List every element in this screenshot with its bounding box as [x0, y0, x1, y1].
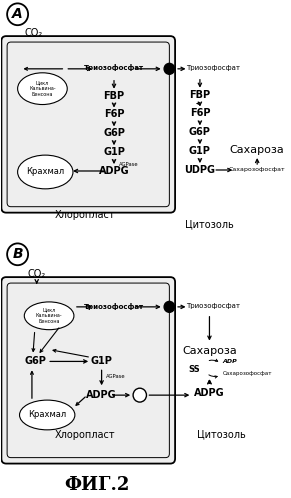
Text: Триозофосфат: Триозофосфат	[186, 65, 240, 71]
Text: F6P: F6P	[104, 110, 124, 120]
Text: F6P: F6P	[190, 109, 210, 119]
Text: FBP: FBP	[189, 90, 210, 100]
Text: CO₂: CO₂	[25, 28, 43, 38]
Text: SS: SS	[188, 365, 200, 374]
Text: G6P: G6P	[103, 128, 125, 138]
Text: G6P: G6P	[189, 127, 211, 137]
Text: Хлоропласт: Хлоропласт	[55, 210, 116, 220]
Circle shape	[164, 63, 175, 74]
Text: G1P: G1P	[189, 146, 211, 156]
Text: CO₂: CO₂	[28, 269, 46, 279]
Text: B: B	[12, 248, 23, 261]
Ellipse shape	[18, 155, 73, 189]
Text: ADPG: ADPG	[99, 166, 129, 176]
Text: Цитозоль: Цитозоль	[185, 220, 234, 230]
Text: Сахароза: Сахароза	[230, 145, 285, 155]
Text: ADP: ADP	[223, 359, 237, 364]
FancyBboxPatch shape	[1, 36, 175, 213]
Text: Крахмал: Крахмал	[28, 410, 66, 419]
Text: G1P: G1P	[91, 357, 113, 367]
Text: ADPG: ADPG	[194, 388, 225, 398]
Text: G6P: G6P	[25, 357, 47, 367]
FancyBboxPatch shape	[7, 283, 169, 458]
Text: Сахарозофосфат: Сахарозофосфат	[229, 167, 285, 172]
Text: Сахароза: Сахароза	[182, 347, 237, 357]
Ellipse shape	[19, 400, 75, 430]
Text: Цитозоль: Цитозоль	[196, 430, 245, 440]
Text: Цикл
Кальвина-
Бенсона: Цикл Кальвина- Бенсона	[36, 307, 63, 324]
Text: ADPG: ADPG	[86, 390, 117, 400]
Circle shape	[133, 388, 146, 402]
Text: A: A	[12, 7, 23, 21]
Text: G1P: G1P	[103, 147, 125, 157]
Text: Хлоропласт: Хлоропласт	[55, 430, 116, 440]
Text: Сахарозофосфат: Сахарозофосфат	[223, 371, 272, 376]
Ellipse shape	[24, 302, 74, 330]
Text: AGPase: AGPase	[119, 161, 139, 166]
Text: FBP: FBP	[103, 91, 125, 101]
FancyBboxPatch shape	[7, 42, 169, 207]
Text: Крахмал: Крахмал	[26, 167, 64, 176]
Text: AGPase: AGPase	[107, 374, 126, 379]
Ellipse shape	[18, 73, 67, 105]
Text: Триозофосфат: Триозофосфат	[84, 303, 144, 310]
Text: ФИГ.2: ФИГ.2	[64, 477, 129, 495]
Text: UDPG: UDPG	[184, 165, 215, 175]
Text: Цикл
Кальвина-
Бенсона: Цикл Кальвина- Бенсона	[29, 80, 56, 97]
Text: Триозофосфат: Триозофосфат	[84, 64, 144, 71]
Circle shape	[164, 301, 175, 312]
Text: Триозофосфат: Триозофосфат	[186, 303, 240, 309]
FancyBboxPatch shape	[1, 277, 175, 464]
